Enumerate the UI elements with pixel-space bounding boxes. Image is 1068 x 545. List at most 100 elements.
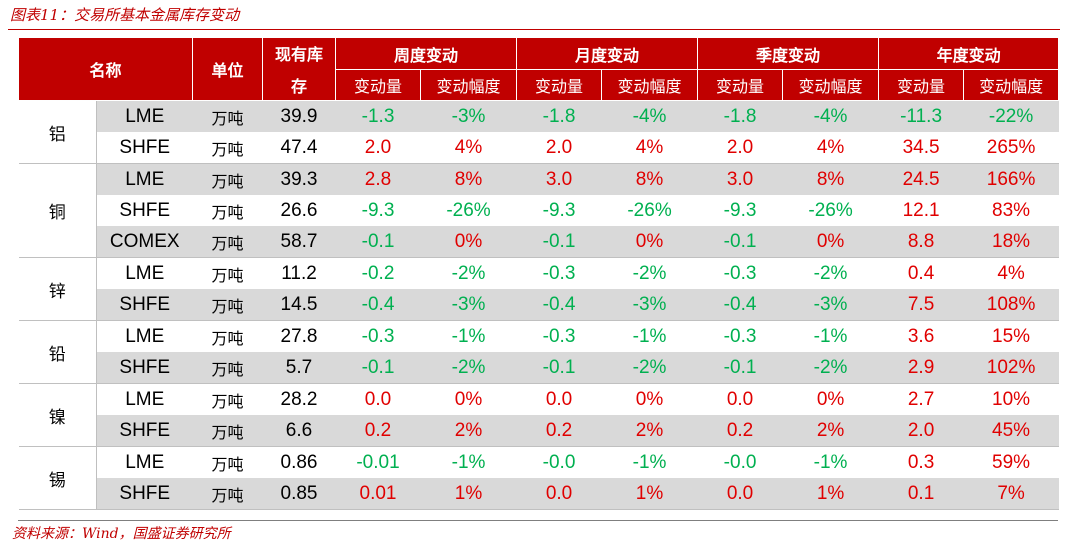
change-value: 2.8 xyxy=(335,163,421,195)
change-pct-value: 83% xyxy=(992,199,1031,221)
change-pct-value: -2% xyxy=(420,352,517,384)
stock-value: 11.2 xyxy=(281,262,317,284)
table-row: SHFE 万吨 6.6 0.2 2% 0.2 2% 0.2 2% 2.0 45% xyxy=(19,415,1059,447)
change-pct-value: -3% xyxy=(782,289,879,321)
change-pct-value: 0% xyxy=(601,226,698,258)
unit-cell: 万吨 xyxy=(211,391,244,411)
change-pct-value: 2% xyxy=(782,415,879,447)
change-pct-value: -3% xyxy=(601,289,698,321)
change-value: 34.5 xyxy=(878,132,964,164)
change-pct-value: 8% xyxy=(420,163,517,195)
change-pct-value: 18% xyxy=(963,226,1059,258)
change-pct-value: 0% xyxy=(454,388,483,410)
caption-divider xyxy=(8,29,1060,30)
stock-value: 0.85 xyxy=(262,478,336,510)
change-pct-value: 45% xyxy=(963,415,1059,447)
stock-value: 0.86 xyxy=(280,451,318,473)
change-value: 0.01 xyxy=(335,478,421,510)
change-value: 24.5 xyxy=(878,163,964,195)
stock-value: 28.2 xyxy=(280,388,318,410)
change-pct-value: -1% xyxy=(632,325,667,347)
change-value: -0.4 xyxy=(516,289,602,321)
change-pct-value: 0% xyxy=(782,226,879,258)
change-pct-value: 4% xyxy=(601,132,698,164)
change-pct-value: 0% xyxy=(420,226,517,258)
change-value: 0.2 xyxy=(335,415,421,447)
exchange-name: LME xyxy=(125,262,165,284)
change-value: 0.0 xyxy=(364,388,392,410)
metal-name: 铝 xyxy=(18,100,97,164)
change-value: -0.3 xyxy=(542,262,576,284)
change-pct-value: -26% xyxy=(808,199,853,221)
change-value: -1.3 xyxy=(335,100,421,132)
exchange-name: LME xyxy=(125,325,165,347)
table-row: SHFE 万吨 26.6 -9.3 -26% -9.3 -26% -9.3 -26% 12.1 83… xyxy=(19,195,1059,226)
change-value: 2.9 xyxy=(878,352,964,384)
change-pct-value: 10% xyxy=(992,388,1031,410)
header-change-pct: 变动幅度 xyxy=(782,69,880,101)
change-value: 0.0 xyxy=(545,388,573,410)
table-row: COMEX 万吨 58.7 -0.1 0% -0.1 0% -0.1 0% 8.8 18% xyxy=(19,226,1059,258)
header-unit: 单位 xyxy=(192,37,264,101)
table-header: 名称 单位 现有库 存 周度变动 月度变动 季度变动 年度变动 变动量 变动幅度… xyxy=(17,37,1060,101)
change-value: -0.1 xyxy=(335,352,421,384)
change-value: -9.3 xyxy=(723,199,757,221)
change-pct-value: 8% xyxy=(601,163,698,195)
change-value: -0.1 xyxy=(697,226,783,258)
unit-cell: 万吨 xyxy=(192,132,263,164)
change-pct-value: -22% xyxy=(963,100,1059,132)
header-stock-line2: 存 xyxy=(291,77,308,96)
change-value: -0.1 xyxy=(335,226,421,258)
change-pct-value: 59% xyxy=(992,451,1031,473)
change-pct-value: -26% xyxy=(446,199,491,221)
table-row: 镍 LME 万吨 28.2 0.0 0% 0.0 0% 0.0 0% 2.7 10% xyxy=(18,383,1059,447)
exchange-name: SHFE xyxy=(96,132,193,164)
table-row: 锌 LME 万吨 11.2 -0.2 -2% -0.3 -2% -0.3 -2% 0.4 4% xyxy=(18,257,1059,321)
unit-cell: 万吨 xyxy=(192,478,263,510)
change-pct-value: -3% xyxy=(420,100,517,132)
change-value: 0.2 xyxy=(697,415,783,447)
stock-value: 27.8 xyxy=(280,325,318,347)
table-bottom-divider xyxy=(18,520,1058,521)
change-value: 8.8 xyxy=(878,226,964,258)
exchange-name: COMEX xyxy=(96,226,193,258)
table-row: SHFE 万吨 5.7 -0.1 -2% -0.1 -2% -0.1 -2% 2.9 102% xyxy=(19,352,1059,384)
header-period: 季度变动 xyxy=(697,37,880,70)
exchange-name: LME xyxy=(125,451,165,473)
change-pct-value: 7% xyxy=(963,478,1059,510)
unit-cell: 万吨 xyxy=(211,202,244,222)
change-pct-value: 166% xyxy=(963,163,1059,195)
change-value: -1.8 xyxy=(697,100,783,132)
header-change: 变动量 xyxy=(878,69,965,101)
change-pct-value: -2% xyxy=(632,262,667,284)
stock-value: 47.4 xyxy=(262,132,336,164)
change-value: -0.4 xyxy=(697,289,783,321)
change-value: -9.3 xyxy=(361,199,395,221)
change-value: -1.8 xyxy=(516,100,602,132)
change-value: -9.3 xyxy=(542,199,576,221)
header-stock: 现有库 存 xyxy=(262,37,337,101)
table-row: SHFE 万吨 0.85 0.01 1% 0.0 1% 0.0 1% 0.1 7% xyxy=(19,478,1059,510)
header-change: 变动量 xyxy=(697,69,784,101)
exchange-name: SHFE xyxy=(96,415,193,447)
header-name: 名称 xyxy=(17,37,194,101)
exchange-name: SHFE xyxy=(96,289,193,321)
header-period: 周度变动 xyxy=(335,37,518,70)
change-value: 0.1 xyxy=(878,478,964,510)
metal-name: 铅 xyxy=(18,320,97,384)
change-value: 0.0 xyxy=(516,478,602,510)
change-value: 0.4 xyxy=(907,262,935,284)
change-value: 2.0 xyxy=(878,415,964,447)
change-value: -0.3 xyxy=(542,325,576,347)
change-pct-value: 1% xyxy=(601,478,698,510)
change-value: -0.1 xyxy=(697,352,783,384)
change-pct-value: -3% xyxy=(420,289,517,321)
change-pct-value: -2% xyxy=(601,352,698,384)
change-value: -0.3 xyxy=(361,325,395,347)
header-period: 月度变动 xyxy=(516,37,699,70)
table-row: SHFE 万吨 14.5 -0.4 -3% -0.4 -3% -0.4 -3% 7.5 108% xyxy=(19,289,1059,321)
unit-cell: 万吨 xyxy=(211,454,244,474)
change-pct-value: -2% xyxy=(813,262,848,284)
unit-cell: 万吨 xyxy=(192,289,263,321)
exchange-name: LME xyxy=(125,388,165,410)
